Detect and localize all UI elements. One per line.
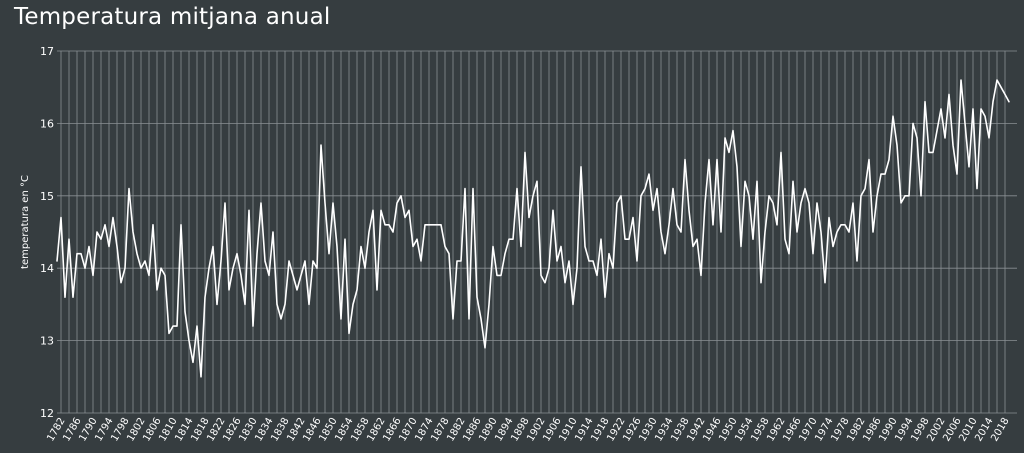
- chart-title: Temperatura mitjana anual: [14, 4, 331, 30]
- x-axis-ticks: 1782178617901794179818021806181018141818…: [45, 416, 1011, 444]
- y-tick-label: 13: [40, 335, 54, 348]
- temperature-series-line: [56, 79, 1010, 378]
- y-tick-label: 14: [40, 262, 54, 275]
- y-tick-label: 15: [40, 190, 54, 203]
- y-tick-label: 16: [40, 117, 54, 130]
- y-axis-ticks: 12 13 14 15 16 17: [40, 45, 54, 420]
- y-tick-label: 17: [40, 45, 54, 58]
- y-axis-label: temperatura en °C: [20, 175, 31, 269]
- y-tick-label: 12: [40, 407, 54, 420]
